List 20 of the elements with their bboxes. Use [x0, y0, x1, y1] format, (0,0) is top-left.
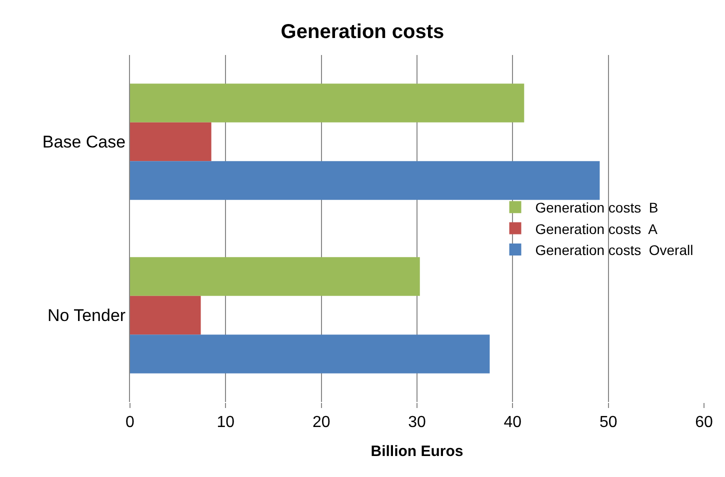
legend-label: Generation costs A — [535, 220, 658, 237]
x-tick-label: 50 — [599, 414, 618, 432]
chart-title: Generation costs — [280, 20, 444, 43]
y-tick-label: No Tender — [47, 306, 126, 326]
bar — [130, 334, 490, 374]
bar — [130, 122, 212, 162]
bar — [130, 296, 201, 335]
x-tick-label: 60 — [695, 414, 713, 432]
bar — [130, 84, 524, 122]
bar — [130, 161, 600, 200]
x-axis-title: Billion Euros — [370, 443, 464, 460]
legend-label: Generation costs B — [535, 200, 658, 216]
x-tick-label: 30 — [408, 414, 426, 432]
x-tick-label: 0 — [126, 414, 135, 432]
legend-label: Generation costs Overall — [535, 242, 694, 258]
x-tick-label: 20 — [312, 414, 330, 432]
x-tick-label: 10 — [216, 414, 235, 432]
bar — [130, 257, 420, 296]
x-tick-label: 40 — [504, 414, 522, 432]
y-tick-label: Base Case — [42, 132, 126, 152]
